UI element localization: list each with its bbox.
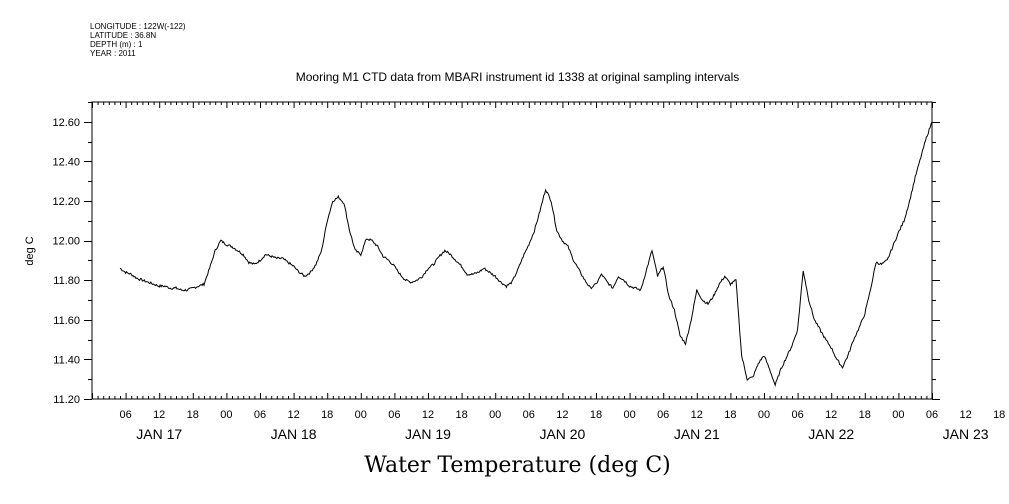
x-hour-tick-label: 18: [187, 409, 199, 421]
x-hour-tick-label: 00: [220, 409, 232, 421]
water-temperature-line: [119, 121, 933, 387]
plot-frame: [91, 101, 933, 400]
x-hour-tick-label: 06: [657, 409, 669, 421]
x-hour-tick-label: 18: [993, 409, 1005, 421]
y-tick-label: 11.40: [53, 354, 80, 366]
temperature-chart: 11.20 11.40 11.60 11.80 12.00 12.20 12.40 12.60…: [24, 101, 1005, 442]
x-day-label: JAN 21: [674, 426, 720, 442]
y-axis-label: deg C: [24, 236, 36, 265]
x-hour-tick-label: 00: [355, 409, 367, 421]
x-hour-tick-label: 06: [388, 409, 400, 421]
depth-text: DEPTH (m) : 1: [90, 40, 143, 49]
x-hour-tick-label: 18: [724, 409, 736, 421]
x-hour-tick-label: 18: [455, 409, 467, 421]
x-hour-tick-label: 18: [859, 409, 871, 421]
x-day-label: JAN 17: [136, 426, 182, 442]
x-tick-labels: 06 12 18 00 06 12 18 00 06 12 18 00 06 12 18 00 06 12 18 00…: [119, 409, 1005, 442]
y-tick-label: 11.20: [53, 394, 80, 406]
year-text: YEAR : 2011: [90, 49, 136, 58]
x-hour-tick-label: 12: [422, 409, 434, 421]
x-day-label: JAN 19: [405, 426, 451, 442]
chart-title: Mooring M1 CTD data from MBARI instrumen…: [295, 70, 740, 84]
x-hour-tick-label: 06: [791, 409, 803, 421]
x-day-label: JAN 23: [943, 426, 989, 442]
x-hour-tick-label: 06: [119, 409, 131, 421]
y-tick-label: 12.00: [52, 236, 80, 248]
y-tick-label: 12.20: [52, 196, 80, 208]
x-hour-tick-label: 00: [623, 409, 635, 421]
x-hour-tick-label: 06: [523, 409, 535, 421]
x-hour-tick-label: 12: [556, 409, 568, 421]
y-tick-labels: 11.20 11.40 11.60 11.80 12.00 12.20 12.40 12.60: [52, 117, 80, 406]
x-hour-tick-label: 12: [691, 409, 703, 421]
x-day-label: JAN 22: [808, 426, 854, 442]
longitude-text: LONGITUDE : 122W(-122): [90, 22, 186, 31]
x-hour-tick-label: 12: [825, 409, 837, 421]
x-day-label: JAN 20: [539, 426, 585, 442]
axis-ticks: [84, 102, 940, 400]
y-tick-label: 11.80: [53, 275, 80, 287]
x-hour-tick-label: 12: [959, 409, 971, 421]
y-tick-label: 11.60: [53, 315, 80, 327]
x-hour-tick-label: 00: [758, 409, 770, 421]
y-tick-label: 12.60: [52, 117, 80, 129]
x-hour-tick-label: 00: [489, 409, 501, 421]
x-hour-tick-label: 06: [926, 409, 938, 421]
x-hour-tick-label: 12: [287, 409, 299, 421]
x-hour-tick-label: 12: [153, 409, 165, 421]
metadata-block: LONGITUDE : 122W(-122) LATITUDE : 36.8N …: [90, 22, 186, 58]
x-day-label: JAN 18: [271, 426, 317, 442]
x-hour-tick-label: 18: [590, 409, 602, 421]
y-tick-label: 12.40: [52, 156, 80, 168]
x-hour-tick-label: 18: [321, 409, 333, 421]
x-hour-tick-label: 00: [892, 409, 904, 421]
latitude-text: LATITUDE : 36.8N: [90, 31, 157, 40]
x-hour-tick-label: 06: [254, 409, 266, 421]
bottom-title: Water Temperature (deg C): [364, 453, 671, 478]
